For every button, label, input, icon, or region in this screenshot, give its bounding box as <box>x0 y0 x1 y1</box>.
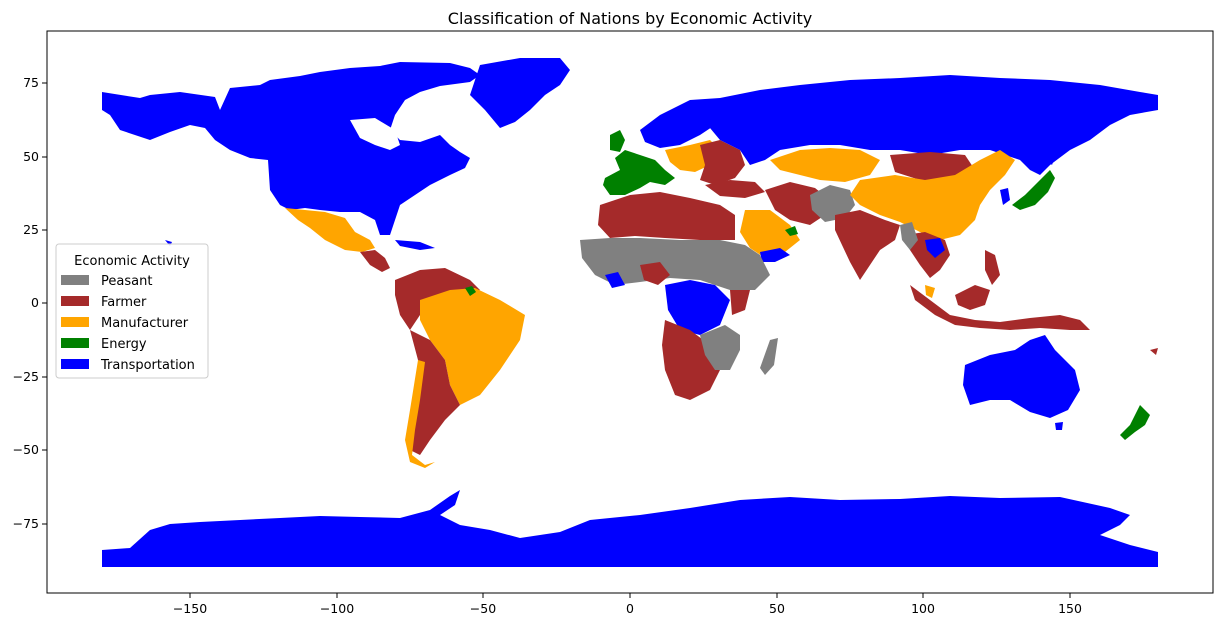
region-tasmania <box>1055 422 1063 430</box>
region-north-america <box>102 62 480 235</box>
legend-swatch-energy <box>61 338 89 348</box>
region-sahel <box>580 238 770 290</box>
y-tick-label: 75 <box>23 75 39 90</box>
region-afghan <box>810 185 855 222</box>
region-iran <box>765 182 830 225</box>
region-caribbean <box>395 240 435 250</box>
y-tick-label: −50 <box>13 442 39 457</box>
legend-swatch-manufacturer <box>61 317 89 327</box>
region-turkey <box>705 180 765 198</box>
x-tick-label: −150 <box>173 601 207 616</box>
region-philippines <box>985 250 1000 285</box>
region-yemen <box>760 248 790 262</box>
map-regions <box>102 58 1158 567</box>
region-arabia <box>740 210 800 258</box>
legend-swatch-peasant <box>61 275 89 285</box>
region-mozambique <box>700 325 740 370</box>
region-kazakhstan <box>770 148 880 182</box>
y-tick-label: 50 <box>23 149 39 164</box>
region-korea <box>1000 188 1010 205</box>
region-central-america <box>360 250 390 272</box>
region-china <box>850 150 1015 240</box>
x-tick-label: 100 <box>911 601 935 616</box>
region-greenland <box>470 58 570 128</box>
legend: Economic Activity Peasant Farmer Manufactu… <box>55 243 209 379</box>
legend-label-energy: Energy <box>101 337 147 352</box>
region-mexico <box>285 208 375 252</box>
region-east-africa <box>730 290 750 315</box>
x-tick-label: 50 <box>769 601 785 616</box>
region-hudson-bay <box>350 118 400 150</box>
x-tick-label: −50 <box>470 601 496 616</box>
x-tick-label: 0 <box>626 601 634 616</box>
region-borneo <box>955 285 990 310</box>
region-brazil <box>420 288 525 405</box>
region-west-africa <box>605 272 625 288</box>
region-india <box>835 210 900 280</box>
region-kamchatka <box>1045 140 1058 165</box>
legend-title: Economic Activity <box>74 254 190 269</box>
region-guiana <box>465 286 476 296</box>
region-malaysia <box>925 285 935 298</box>
legend-label-farmer: Farmer <box>101 295 147 310</box>
legend-box <box>55 243 209 379</box>
region-indonesia <box>910 285 1090 330</box>
region-eastern-europe <box>700 140 745 185</box>
region-south-america-south <box>410 330 460 455</box>
legend-label-manufacturer: Manufacturer <box>101 316 189 331</box>
region-scandinavia <box>640 98 730 148</box>
chart-title: Classification of Nations by Economic Ac… <box>448 9 812 28</box>
region-uae <box>785 226 798 236</box>
legend-swatch-transportation <box>61 359 89 369</box>
region-japan <box>1012 170 1055 210</box>
region-antarctica <box>102 490 1158 567</box>
region-vietnam <box>925 238 945 258</box>
region-russia <box>710 75 1158 175</box>
legend-label-transportation: Transportation <box>100 358 195 373</box>
y-tick-label: 0 <box>31 295 39 310</box>
legend-label-peasant: Peasant <box>101 274 152 289</box>
x-tick-label: −100 <box>320 601 354 616</box>
region-nigeria <box>640 262 670 285</box>
y-tick-label: −75 <box>13 516 39 531</box>
x-axis: −150 −100 −50 0 50 100 150 <box>173 593 1082 616</box>
region-chile <box>405 360 435 468</box>
x-tick-label: 150 <box>1058 601 1082 616</box>
region-western-europe-energy <box>603 150 675 195</box>
legend-items: Peasant Farmer Manufacturer Energy Transport… <box>61 274 195 373</box>
region-uk <box>610 130 625 152</box>
region-madagascar <box>760 338 778 375</box>
region-southern-africa <box>662 320 720 400</box>
legend-swatch-farmer <box>61 296 89 306</box>
region-pacific-islands <box>1150 348 1158 355</box>
region-mongolia <box>890 152 975 180</box>
y-tick-label: 25 <box>23 222 39 237</box>
region-central-africa <box>665 280 730 335</box>
y-axis: 75 50 25 0 −25 −50 −75 <box>13 75 47 531</box>
region-north-africa <box>598 192 735 240</box>
region-australia <box>963 335 1080 418</box>
region-myanmar <box>900 222 918 250</box>
y-tick-label: −25 <box>13 369 39 384</box>
region-new-zealand <box>1120 405 1150 440</box>
